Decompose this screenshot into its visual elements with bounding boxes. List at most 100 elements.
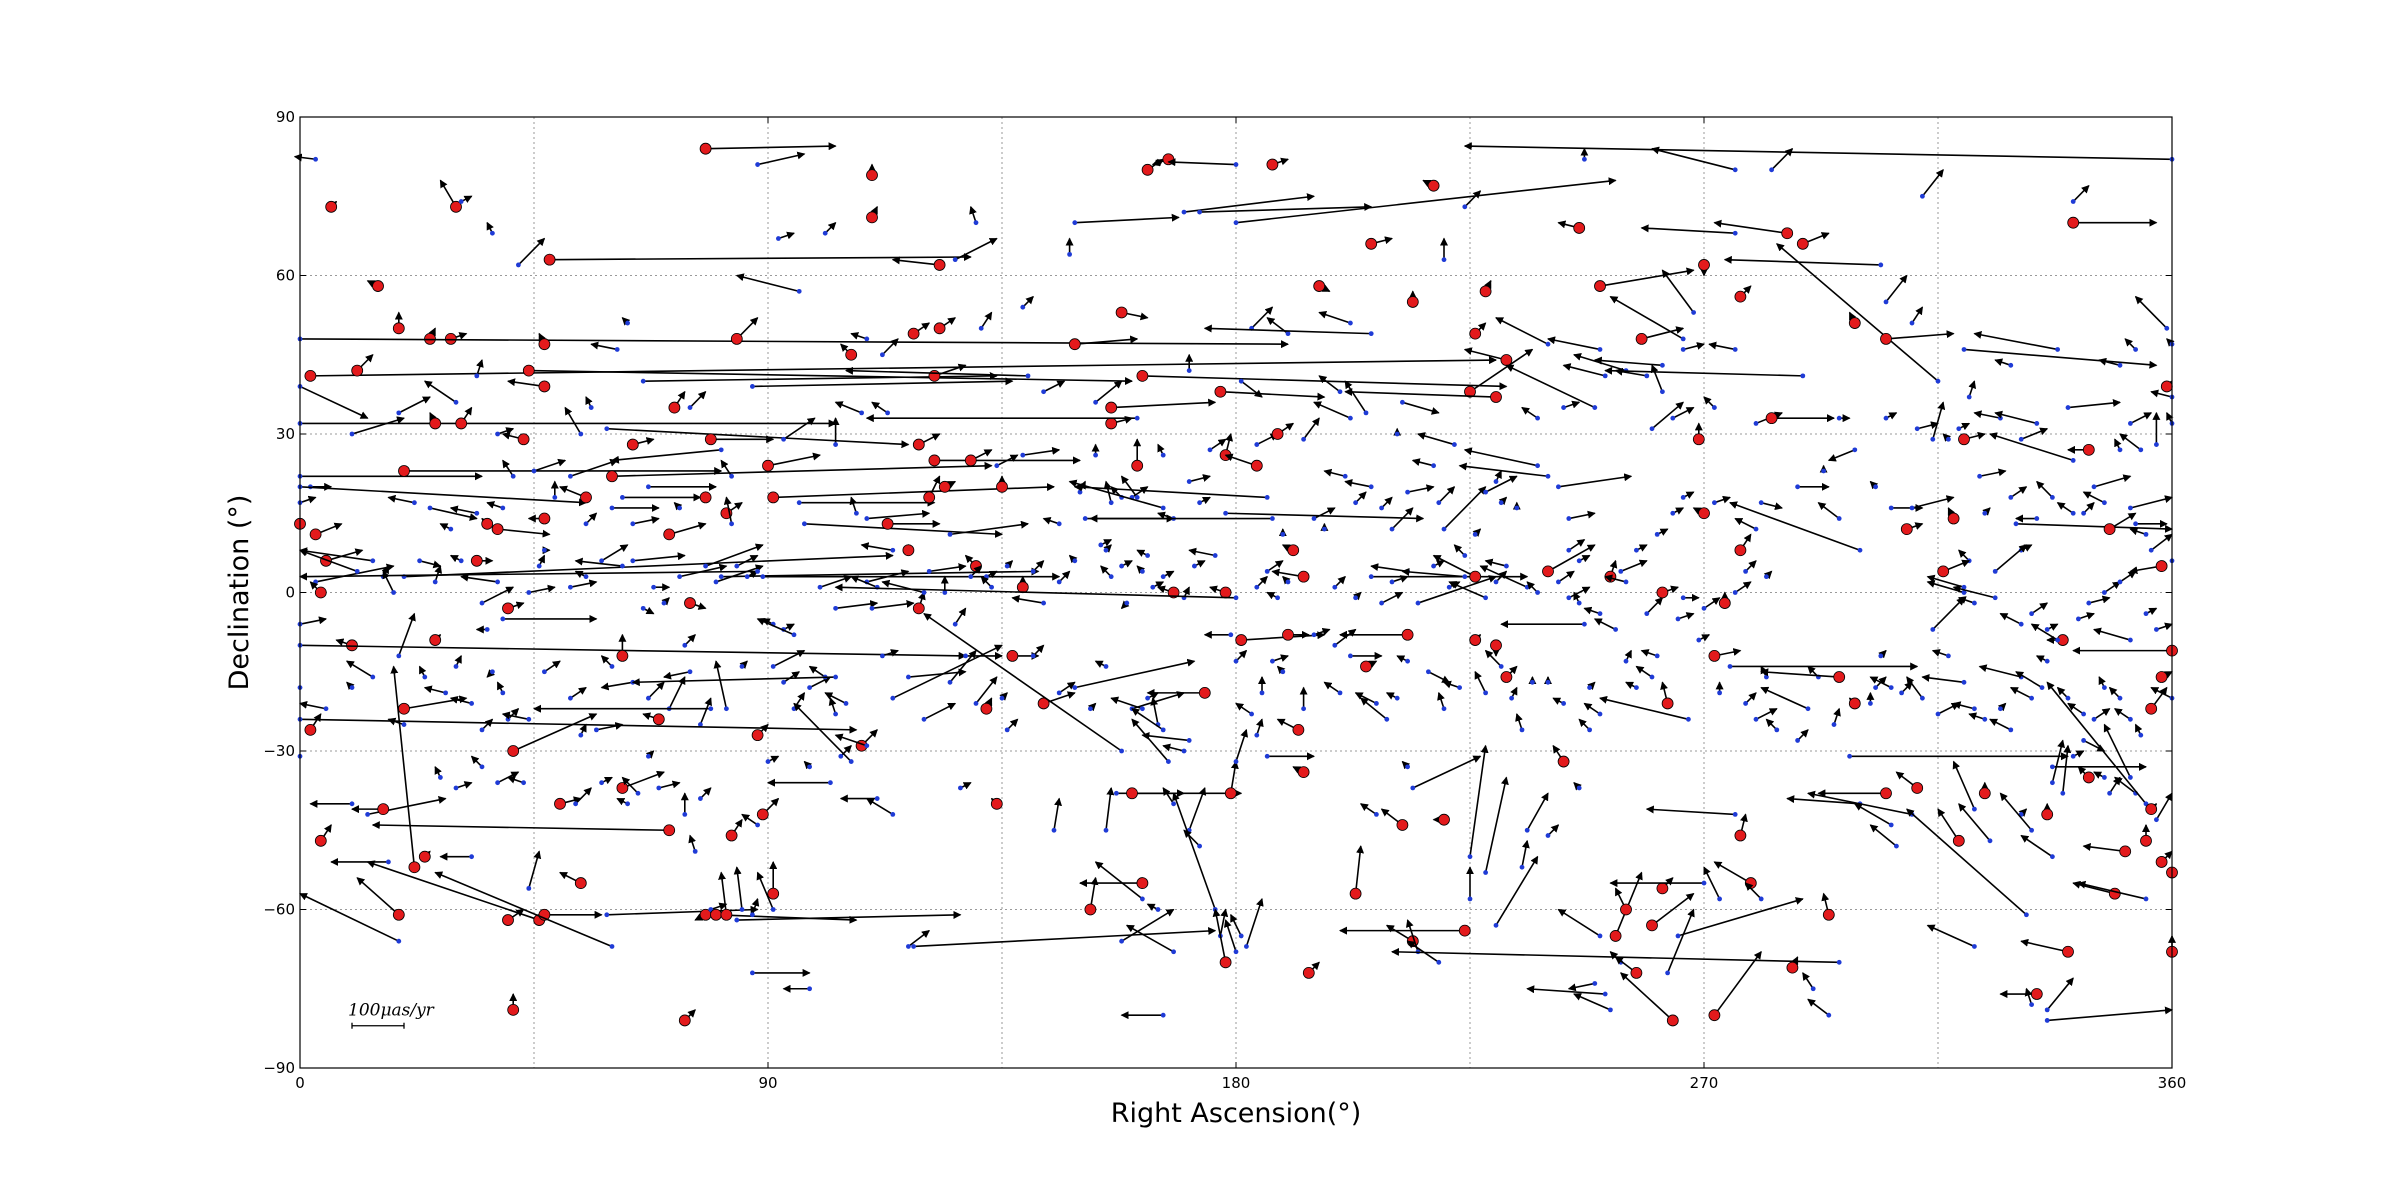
highlighted-source-marker [1406, 296, 1419, 308]
proper-motion-vector [1197, 203, 1373, 215]
proper-motion-vector [682, 634, 696, 648]
source-point [1608, 1007, 1613, 1013]
proper-motion-vector [604, 905, 759, 918]
source-point [1712, 500, 1717, 506]
proper-motion-vector [1831, 707, 1841, 727]
proper-motion-vector [834, 583, 1239, 601]
proper-motion-vector [1458, 462, 1551, 479]
vector-shaft [1650, 364, 1664, 393]
vector-shaft [1677, 897, 1804, 937]
proper-motion-vector [526, 850, 542, 891]
source-point [479, 764, 485, 770]
source-point [2081, 711, 2087, 717]
source-point [1509, 695, 1514, 701]
source-point [952, 257, 958, 263]
proper-motion-vector [698, 787, 712, 801]
proper-motion-vector [750, 377, 1014, 389]
proper-motion-vector [1524, 792, 1549, 833]
vector-shaft [569, 686, 587, 699]
source-point [1961, 590, 1967, 595]
proper-motion-vector [1587, 681, 1596, 691]
proper-motion-vector [750, 897, 760, 918]
proper-motion-vector [996, 475, 1008, 493]
proper-motion-vector [1576, 554, 1591, 564]
proper-motion-vector [933, 317, 957, 335]
vector-shaft [1968, 712, 1986, 721]
highlighted-source-marker [663, 824, 676, 837]
vector-shaft [1958, 803, 1991, 842]
vector-shaft [923, 612, 1123, 752]
vector-shaft [2124, 338, 2137, 351]
proper-motion-vector [756, 871, 776, 912]
proper-motion-vector [507, 993, 520, 1016]
proper-motion-vector [1230, 913, 1244, 939]
proper-motion-vector [453, 655, 462, 669]
proper-motion-vector [1796, 232, 1830, 250]
highlighted-source-marker [1136, 369, 1149, 382]
vector-shaft [1354, 845, 1365, 894]
source-point [1883, 415, 1889, 421]
source-point [2044, 627, 2050, 632]
y-tick-label: −60 [263, 901, 295, 919]
proper-motion-vector [735, 273, 802, 294]
proper-motion-vector [1098, 538, 1113, 548]
source-point [620, 495, 625, 500]
vector-shaft [2031, 602, 2049, 615]
source-point [2154, 817, 2159, 823]
proper-motion-vector [297, 616, 327, 627]
source-point [942, 590, 948, 595]
proper-motion-vector [720, 459, 734, 479]
proper-motion-vector [1509, 686, 1518, 701]
highlighted-source-marker [1952, 834, 1965, 847]
vector-shaft [1105, 786, 1115, 831]
vector-shaft [517, 237, 546, 266]
proper-motion-vector [741, 813, 760, 828]
proper-motion-vector [762, 452, 821, 472]
proper-motion-vector [725, 818, 743, 842]
source-point [1982, 510, 1988, 516]
source-point [1587, 685, 1592, 690]
proper-motion-vector [1224, 453, 1263, 472]
source-point [568, 695, 573, 701]
proper-motion-vector [2082, 491, 2107, 506]
proper-motion-vector [1103, 544, 1112, 553]
proper-motion-vector [2160, 380, 2173, 393]
highlighted-source-marker [933, 259, 946, 271]
vector-shaft [1313, 627, 1331, 636]
vector-shaft [434, 565, 443, 583]
highlighted-source-marker [304, 723, 317, 736]
vector-shaft [1745, 692, 1757, 705]
proper-motion-vector [559, 485, 592, 504]
highlighted-source-marker [1037, 697, 1050, 710]
proper-motion-vector [1521, 406, 1540, 421]
vector-shaft [773, 483, 1055, 499]
proper-motion-vector [1848, 311, 1861, 329]
source-point [1233, 949, 1239, 955]
proper-motion-vector [1313, 401, 1353, 421]
proper-motion-vector [656, 780, 681, 791]
highlighted-source-marker [1105, 401, 1118, 414]
proper-motion-vector [1999, 612, 2024, 627]
highlighted-source-marker [762, 459, 774, 472]
proper-motion-vector [1952, 585, 1998, 601]
proper-motion-vector [479, 718, 494, 733]
highlighted-source-marker [1848, 317, 1861, 329]
proper-motion-vector [2134, 295, 2170, 331]
source-point [620, 563, 625, 569]
proper-motion-vector [1332, 575, 1346, 590]
highlighted-source-marker [866, 211, 878, 224]
proper-motion-vector [507, 713, 598, 757]
source-point [1821, 468, 1826, 474]
proper-motion-vector [631, 674, 838, 687]
vector-shaft [866, 509, 931, 520]
source-point [2133, 521, 2139, 527]
proper-motion-vector [1853, 803, 1894, 828]
vector-shaft [828, 697, 837, 715]
x-tick-label: 360 [2158, 1074, 2187, 1092]
proper-motion-vector [1479, 565, 1530, 590]
highlighted-source-marker [923, 491, 936, 504]
source-point [796, 288, 802, 294]
source-point [531, 468, 537, 474]
proper-motion-vector [1223, 510, 1425, 523]
source-point [495, 780, 500, 786]
